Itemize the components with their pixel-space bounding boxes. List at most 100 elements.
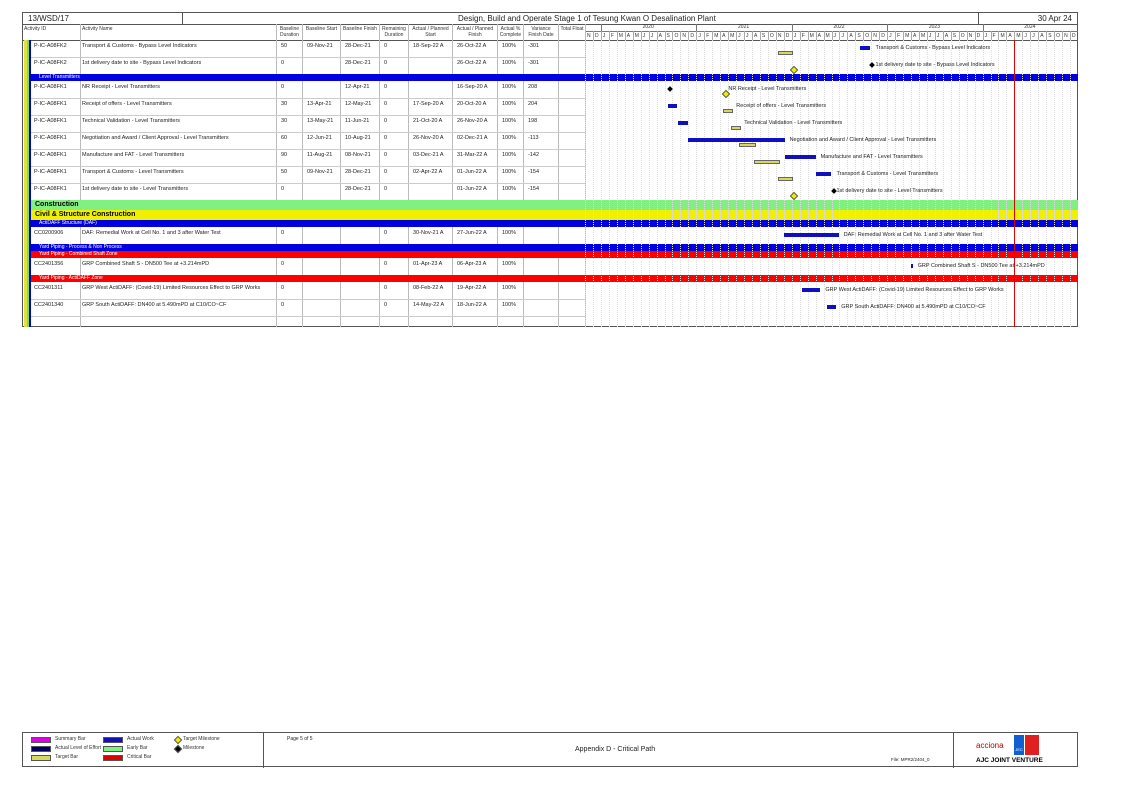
cell-as: 02-Apr-22 A: [413, 169, 443, 175]
cell-pc: 100%: [502, 285, 517, 291]
month-label: N: [682, 32, 687, 39]
actual-bar: [826, 305, 837, 309]
cell-bs: 09-Nov-21: [307, 43, 333, 49]
wbs-stripe-yellow: [24, 40, 27, 327]
cell-bd: 0: [281, 302, 285, 308]
activity-row[interactable]: P-IC-A08FK2 Transport & Customs - Bypass …: [31, 40, 585, 58]
column-header[interactable]: Total Float: [560, 26, 584, 32]
wbs-band[interactable]: Yard Piping - ActiDAFF Zone: [31, 275, 1078, 282]
cell-id: P-IC-A08FK1: [34, 135, 67, 141]
legend-swatch: [103, 755, 123, 761]
cell-vf: 204: [528, 101, 538, 107]
wbs-stripe-blue: [29, 40, 31, 327]
cell-bd: 60: [281, 135, 288, 141]
file-reference: File: MPR2/2404_0: [891, 757, 930, 762]
cell-as: 14-May-22 A: [413, 302, 445, 308]
column-divider: [523, 24, 524, 327]
cell-bf: 10-Aug-21: [345, 135, 371, 141]
bar-label: Transport & Customs - Level Transmitters: [836, 171, 939, 177]
year-label: 2020: [642, 24, 654, 30]
activity-row[interactable]: P-IC-A08FK1 1st delivery date to site - L…: [31, 183, 585, 201]
activity-row[interactable]: CC2401340 GRP South ActiDAFF: DN400 at 5.…: [31, 299, 585, 317]
cell-bd: 0: [281, 60, 285, 66]
month-label: A: [626, 32, 631, 39]
actual-bar: [911, 264, 914, 268]
activity-row[interactable]: CC2401311 GRP West ActiDAFF: (Covid-19) L…: [31, 282, 585, 300]
column-header[interactable]: Actual / Planned Start: [412, 26, 449, 38]
month-label: M: [920, 32, 926, 39]
month-label: N: [873, 32, 877, 39]
month-label: A: [722, 32, 726, 39]
column-header[interactable]: Actual % Complete: [499, 26, 522, 38]
data-date-line: [1014, 40, 1016, 327]
cell-bd: 0: [281, 261, 285, 267]
actual-bar: [668, 104, 678, 108]
cell-name: 1st delivery date to site - Level Transm…: [82, 186, 189, 192]
activity-row[interactable]: P-IC-A08FK2 1st delivery date to site - B…: [31, 57, 585, 75]
activity-row[interactable]: P-IC-A08FK1 Transport & Customs - Level T…: [31, 166, 585, 184]
cell-rd: 0: [384, 84, 388, 90]
cell-vf: -154: [528, 186, 540, 192]
cell-rd: 0: [384, 60, 388, 66]
cell-bf: 11-Jun-21: [345, 118, 370, 124]
month-label: N: [777, 32, 782, 39]
cell-vf: -113: [528, 135, 539, 141]
cell-as: 26-Nov-20 A: [413, 135, 444, 141]
cell-vf: -301: [528, 60, 540, 66]
wbs-band[interactable]: Yard Piping - Process & Non Process: [31, 244, 1078, 251]
month-label: J: [841, 32, 844, 39]
cell-vf: -301: [528, 43, 540, 49]
column-header[interactable]: Actual / Planned Finish: [456, 26, 494, 38]
actual-bar: [687, 138, 785, 142]
cell-id: P-IC-A08FK1: [34, 101, 67, 107]
activity-row[interactable]: P-IC-A08FK1 Receipt of offers - Level Tra…: [31, 98, 585, 116]
cell-as: 03-Dec-21 A: [413, 152, 444, 158]
column-header[interactable]: Baseline Start: [305, 26, 338, 32]
bar-label: GRP Combined Shaft S - DN500 Tee at +3.2…: [917, 263, 1045, 269]
legend-label: Target Milestone: [183, 736, 220, 742]
month-label: N: [587, 32, 591, 39]
column-header[interactable]: Baseline Duration: [279, 26, 300, 38]
cell-pc: 100%: [502, 169, 517, 175]
month-label: M: [1016, 32, 1021, 39]
cell-id: P-IC-A08FK1: [34, 118, 67, 124]
month-label: A: [913, 32, 917, 39]
column-header[interactable]: Activity Name: [82, 26, 113, 32]
cell-name: GRP West ActiDAFF: (Covid-19) Limited Re…: [82, 285, 261, 291]
cell-bd: 50: [281, 43, 288, 49]
month-label: M: [809, 32, 814, 39]
cell-af: 27-Jun-22 A: [457, 230, 487, 236]
cell-pc: 100%: [502, 152, 517, 158]
legend-label: Target Bar: [55, 754, 79, 760]
target-bar: [739, 143, 757, 147]
cell-name: Transport & Customs - Level Transmitters: [82, 169, 184, 175]
activity-row[interactable]: P-IC-A08FK1 Manufacture and FAT - Level T…: [31, 149, 585, 167]
activity-row[interactable]: P-IC-A08FK1 NR Receipt - Level Transmitte…: [31, 81, 585, 99]
column-header[interactable]: Remaining Duration: [382, 26, 406, 38]
activity-row[interactable]: CC0200906 DAF: Remedial Work at Cell No. …: [31, 227, 585, 245]
month-label: J: [1032, 32, 1035, 39]
cell-rd: 0: [384, 186, 388, 192]
column-header[interactable]: Baseline Finish: [343, 26, 377, 32]
cell-rd: 0: [384, 43, 388, 49]
month-label: O: [865, 32, 870, 39]
column-header[interactable]: Variance Finish Date: [528, 26, 554, 38]
cell-bd: 30: [281, 118, 288, 124]
cell-bs: 12-Jun-21: [307, 135, 332, 141]
column-header[interactable]: Activity ID: [24, 26, 47, 32]
wbs-band[interactable]: Construction: [31, 200, 1078, 210]
cell-name: Receipt of offers - Level Transmitters: [82, 101, 172, 107]
actual-bar: [784, 155, 816, 159]
cell-name: NR Receipt - Level Transmitters: [82, 84, 160, 90]
wbs-band[interactable]: Level Transmitters: [31, 74, 1078, 81]
activity-row[interactable]: P-IC-A08FK1 Technical Validation - Level …: [31, 115, 585, 133]
month-label: D: [594, 32, 599, 39]
activity-row[interactable]: CC2401356 GRP Combined Shaft S - DN500 Te…: [31, 258, 585, 276]
wbs-band[interactable]: Civil & Structure Construction: [31, 210, 1078, 220]
timeline-header: 2020 2021 2022 2023 2024 N D J F M A M J J A S O N D J F M A M J…: [585, 24, 1078, 41]
wbs-band[interactable]: ActiDAFF Structure (DAF): [31, 220, 1078, 227]
month-label: F: [610, 32, 614, 39]
month-label: O: [674, 32, 679, 39]
activity-row[interactable]: P-IC-A08FK1 Negotiation and Award / Clien…: [31, 132, 585, 150]
wbs-band[interactable]: Yard Piping - Combined Shaft Zone: [31, 251, 1078, 258]
